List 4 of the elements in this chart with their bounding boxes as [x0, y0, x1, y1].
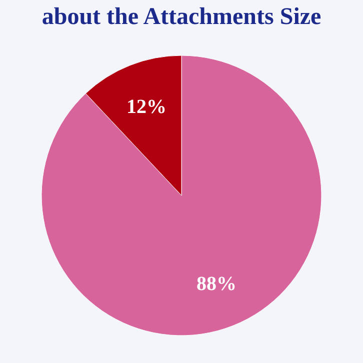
data-label: 12%	[126, 96, 167, 118]
data-label: 88%	[196, 272, 236, 295]
pie-slice	[41, 55, 322, 336]
chart-title: about the Attachments Size	[42, 4, 322, 30]
